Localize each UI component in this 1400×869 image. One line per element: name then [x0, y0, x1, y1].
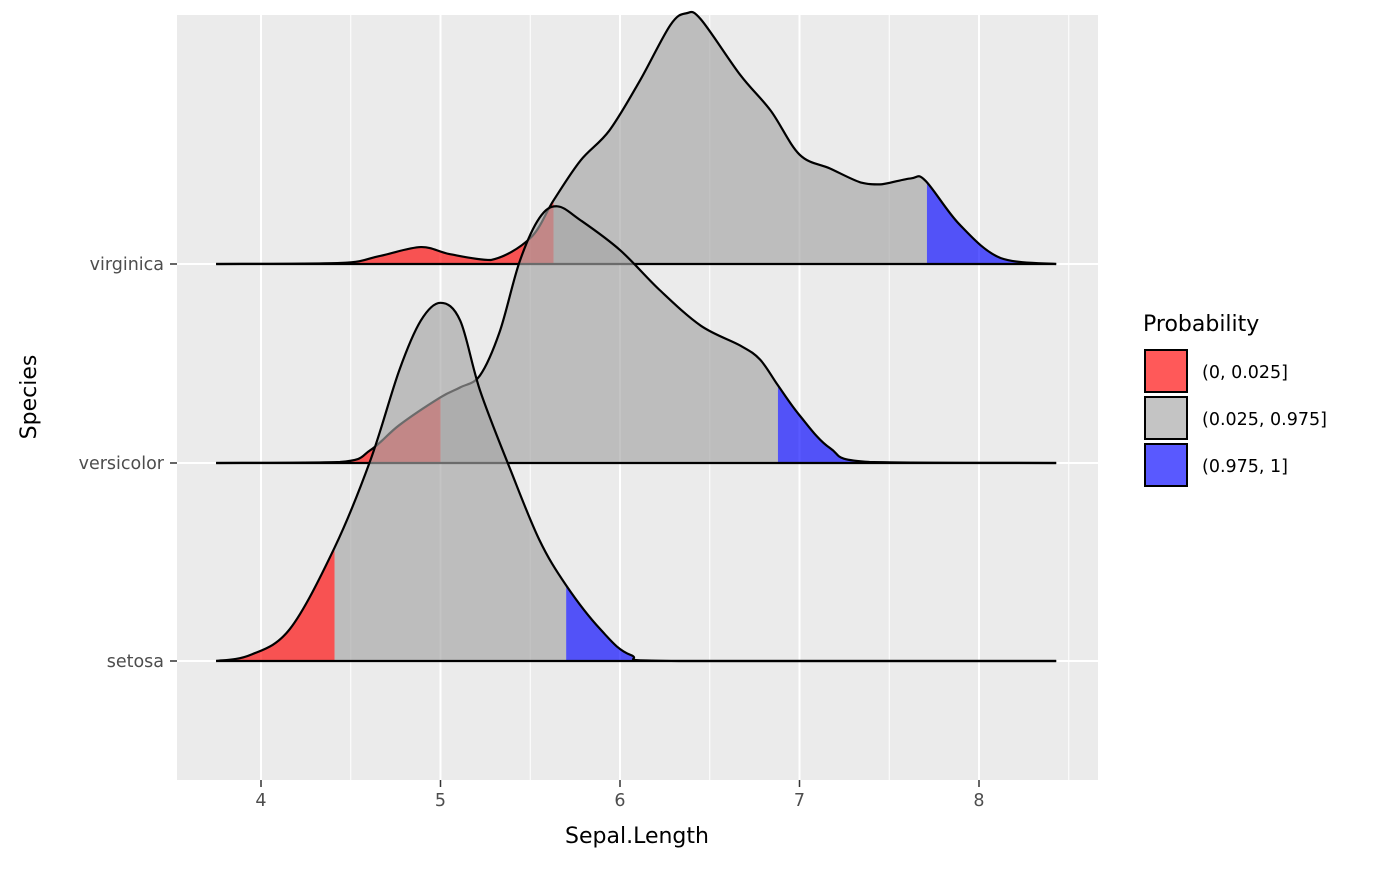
legend-key [1144, 349, 1188, 393]
x-tick-label: 7 [794, 791, 805, 811]
setosa-upper-tail-area [566, 585, 1057, 662]
y-tick-label: setosa [107, 652, 164, 672]
ridges [215, 10, 1057, 663]
y-axis: setosa versicolor virginica [79, 255, 177, 672]
ridge-virginica [216, 10, 1057, 266]
setosa-density-line [215, 301, 1057, 663]
x-axis-title: Sepal.Length [565, 824, 709, 849]
x-tick-label: 5 [435, 791, 446, 811]
virginica-density-line [216, 10, 1057, 266]
legend-key [1144, 396, 1188, 440]
virginica-lower-tail-area [216, 200, 554, 264]
legend: Probability (0, 0.025] (0.025, 0.975] (0.9… [1143, 312, 1327, 487]
x-tick-label: 4 [255, 791, 266, 811]
y-axis-title: Species [17, 355, 42, 440]
versicolor-upper-tail-area [777, 385, 1057, 463]
x-tick-label: 6 [614, 791, 625, 811]
virginica-upper-tail-area [926, 182, 1057, 264]
x-tick-label: 8 [973, 791, 984, 811]
legend-label: (0.025, 0.975] [1202, 410, 1327, 430]
legend-label: (0.975, 1] [1202, 457, 1288, 477]
y-tick-label: versicolor [79, 454, 165, 474]
y-tick-label: virginica [90, 255, 164, 275]
versicolor-middle-area [440, 206, 778, 463]
ridge-setosa [215, 301, 1057, 663]
x-axis: 4 5 6 7 8 [255, 780, 985, 811]
virginica-middle-area [553, 12, 927, 264]
legend-label: (0, 0.025] [1202, 363, 1288, 383]
setosa-lower-tail-area [216, 547, 335, 661]
legend-key [1144, 443, 1188, 487]
legend-title: Probability [1143, 312, 1259, 337]
